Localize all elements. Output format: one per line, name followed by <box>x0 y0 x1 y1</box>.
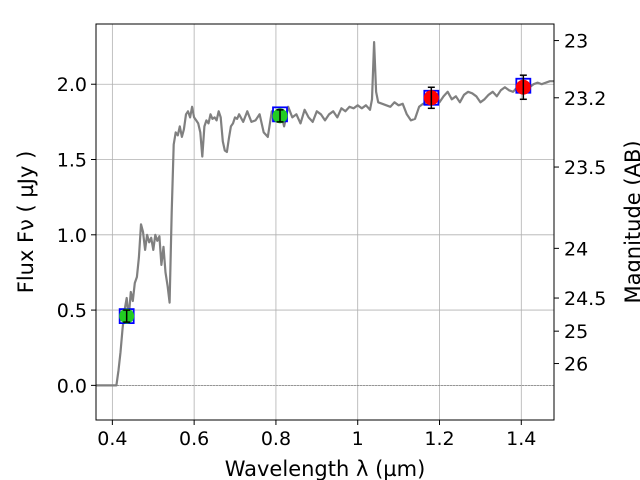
y-tick-label: 0.0 <box>57 375 87 397</box>
x-axis-ticks: 0.4 0.6 0.8 1 1.2 1.4 <box>97 420 536 450</box>
y2-tick-label: 23 <box>564 31 588 53</box>
x-axis-label: Wavelength λ (µm) <box>225 457 426 480</box>
y-tick-label: 2.0 <box>57 74 87 96</box>
spectrum-line <box>96 40 554 387</box>
y2-tick-label: 23.5 <box>564 157 606 179</box>
y-axis-ticks: 0.0 0.5 1.0 1.5 2.0 <box>57 74 96 397</box>
y2-tick-label: 24 <box>564 238 588 260</box>
y2-axis-label: Magnitude (AB) <box>621 140 640 303</box>
y-tick-label: 0.5 <box>57 300 87 322</box>
y2-axis-ticks: 23 23.2 23.5 24 24.5 25 26 <box>554 31 606 376</box>
y-axis-label: Flux Fν ( µJy ) <box>14 151 38 294</box>
x-tick-label: 0.4 <box>97 428 127 450</box>
spectrum-group <box>96 40 554 387</box>
y-tick-label: 1.5 <box>57 150 87 172</box>
x-tick-label: 0.8 <box>261 428 291 450</box>
x-tick-label: 1 <box>352 428 364 450</box>
y-tick-label: 1.0 <box>57 225 87 247</box>
y2-tick-label: 25 <box>564 321 588 343</box>
photometry-points-group <box>118 74 532 325</box>
y2-tick-label: 26 <box>564 354 588 376</box>
x-tick-label: 0.6 <box>179 428 209 450</box>
y2-tick-label: 23.2 <box>564 88 606 110</box>
plot-frame <box>95 23 555 421</box>
x-tick-label: 1.4 <box>506 428 536 450</box>
y2-tick-label: 24.5 <box>564 288 606 310</box>
x-tick-label: 1.2 <box>424 428 454 450</box>
grid <box>96 24 554 420</box>
